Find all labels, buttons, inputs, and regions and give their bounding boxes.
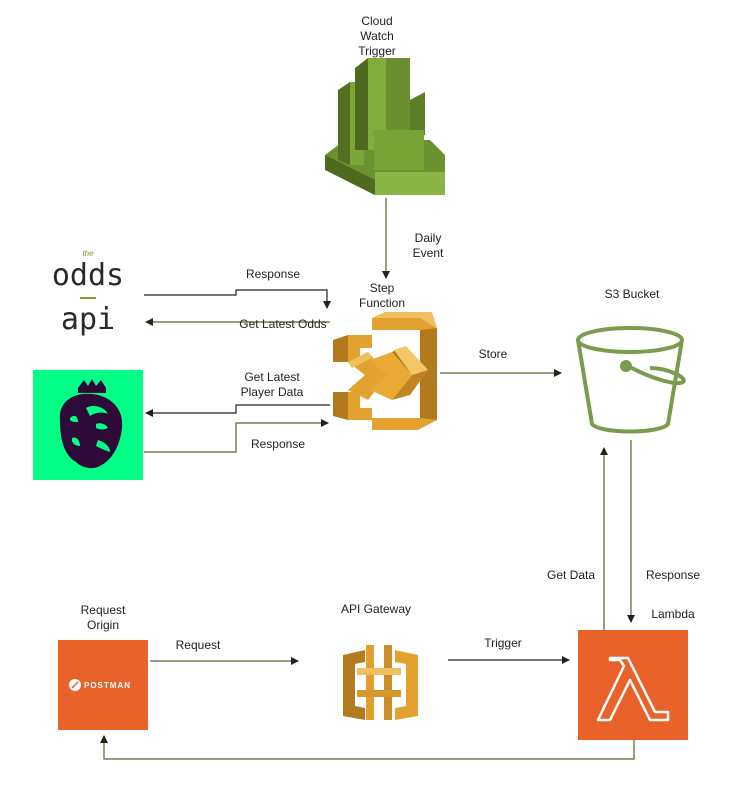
s3-node[interactable]: S3 Bucket <box>578 287 684 432</box>
request-label: Request <box>176 638 221 652</box>
odds-logo-line1: odds <box>52 258 124 293</box>
daily-event-label-line1: Daily <box>415 231 442 245</box>
request-origin-label-line1: Request <box>81 603 126 617</box>
s3-bucket-icon <box>578 328 684 432</box>
cloudwatch-node[interactable]: Cloud Watch Trigger <box>325 14 445 195</box>
edge-daily-event: Daily Event <box>386 198 444 278</box>
edge-return <box>104 736 634 759</box>
premier-league-node[interactable] <box>33 370 143 480</box>
request-origin-node[interactable]: Request Origin POSTMAN <box>58 603 148 730</box>
odds-response-label: Response <box>246 267 300 281</box>
lambda-node[interactable]: Lambda <box>578 607 695 740</box>
edge-request: Request <box>150 638 298 661</box>
odds-logo-line2: api <box>61 302 115 337</box>
cloudwatch-label-line1: Cloud <box>361 14 392 28</box>
s3-response-label: Response <box>646 568 700 582</box>
store-label: Store <box>479 347 508 361</box>
edge-s3-response: Response <box>631 440 700 622</box>
postman-icon: POSTMAN <box>69 679 131 691</box>
s3-label: S3 Bucket <box>605 287 660 301</box>
trigger-label: Trigger <box>484 636 522 650</box>
step-functions-icon <box>333 312 437 430</box>
player-response-label: Response <box>251 437 305 451</box>
api-gateway-icon <box>343 645 418 720</box>
api-gateway-label: API Gateway <box>341 602 411 616</box>
edge-odds-response: Response <box>144 267 327 308</box>
request-origin-label-line2: Origin <box>87 618 119 632</box>
postman-logo-text: POSTMAN <box>84 681 131 690</box>
get-latest-player-label-line2: Player Data <box>241 385 304 399</box>
odds-api-node[interactable]: the odds api <box>52 249 124 337</box>
edge-player-response: Response <box>144 423 328 452</box>
daily-event-label-line2: Event <box>413 246 444 260</box>
cloudwatch-label-line2: Watch <box>360 29 394 43</box>
odds-logo-divider <box>80 297 96 299</box>
edge-get-data: Get Data <box>547 448 604 630</box>
step-function-node[interactable]: Step Function <box>333 281 437 430</box>
cloudwatch-icon <box>325 58 445 195</box>
edge-get-latest-odds: Get Latest Odds <box>146 317 330 331</box>
step-function-label-line1: Step <box>370 281 395 295</box>
step-function-label-line2: Function <box>359 296 405 310</box>
odds-api-logo: the odds api <box>52 249 124 337</box>
edge-trigger: Trigger <box>448 636 569 660</box>
get-latest-player-label-line1: Get Latest <box>244 370 300 384</box>
api-gateway-node[interactable]: API Gateway <box>341 602 418 720</box>
edge-store: Store <box>440 347 561 373</box>
cloudwatch-label-line3: Trigger <box>358 44 396 58</box>
odds-logo-small-text: the <box>82 249 94 258</box>
get-data-label: Get Data <box>547 568 595 582</box>
get-latest-odds-label: Get Latest Odds <box>239 317 326 331</box>
edge-get-latest-player: Get Latest Player Data <box>146 370 330 413</box>
lambda-label: Lambda <box>651 607 695 621</box>
